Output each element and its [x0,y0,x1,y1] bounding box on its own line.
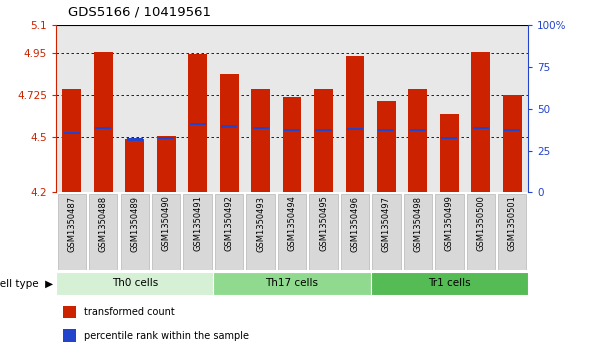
Bar [408,89,427,192]
Bar [346,56,365,192]
Bar [251,89,270,192]
Text: GDS5166 / 10419561: GDS5166 / 10419561 [68,5,211,18]
Text: percentile rank within the sample: percentile rank within the sample [84,331,249,341]
Bar [157,136,176,192]
FancyBboxPatch shape [498,194,526,270]
Bar [410,129,426,131]
FancyBboxPatch shape [56,272,214,295]
FancyBboxPatch shape [89,194,117,270]
Bar [219,74,238,192]
Bar [94,52,113,192]
Bar [188,54,207,192]
Bar [377,101,396,192]
FancyBboxPatch shape [214,272,371,295]
Bar [189,123,206,125]
FancyBboxPatch shape [247,194,275,270]
Bar [63,329,76,342]
FancyBboxPatch shape [341,194,369,270]
Bar [95,127,112,130]
Text: GSM1350489: GSM1350489 [130,196,139,252]
FancyBboxPatch shape [309,194,337,270]
Text: Th0 cells: Th0 cells [112,278,158,288]
FancyBboxPatch shape [152,194,181,270]
FancyBboxPatch shape [435,194,464,270]
Text: cell type  ▶: cell type ▶ [0,278,53,289]
Text: GSM1350491: GSM1350491 [193,196,202,252]
FancyBboxPatch shape [371,272,528,295]
FancyBboxPatch shape [58,194,86,270]
Bar [473,127,489,130]
Bar [314,89,333,192]
Text: GSM1350501: GSM1350501 [508,196,517,252]
Bar [283,97,301,192]
Text: Th17 cells: Th17 cells [266,278,319,288]
FancyBboxPatch shape [372,194,401,270]
Bar [253,127,268,130]
FancyBboxPatch shape [120,194,149,270]
Bar [125,139,144,192]
Text: Tr1 cells: Tr1 cells [428,278,471,288]
Text: GSM1350487: GSM1350487 [67,196,76,252]
FancyBboxPatch shape [467,194,495,270]
FancyBboxPatch shape [215,194,243,270]
Bar [441,136,457,139]
FancyBboxPatch shape [404,194,432,270]
Text: GSM1350493: GSM1350493 [256,196,265,252]
Text: GSM1350500: GSM1350500 [476,196,486,252]
Bar [284,129,300,131]
Bar [440,114,459,192]
Text: GSM1350496: GSM1350496 [350,196,359,252]
Text: GSM1350490: GSM1350490 [162,196,171,252]
Bar [127,138,143,140]
Bar [504,129,520,131]
FancyBboxPatch shape [183,194,212,270]
Bar [347,128,363,130]
Bar [316,129,332,131]
Bar [64,132,80,134]
Text: GSM1350488: GSM1350488 [99,196,108,252]
Text: GSM1350495: GSM1350495 [319,196,328,252]
Bar [378,129,395,131]
Text: transformed count: transformed count [84,307,175,317]
Text: GSM1350499: GSM1350499 [445,196,454,252]
Text: GSM1350492: GSM1350492 [225,196,234,252]
Bar [63,89,81,192]
FancyBboxPatch shape [278,194,306,270]
Bar [158,136,174,139]
Bar [503,95,522,192]
Text: GSM1350498: GSM1350498 [414,196,422,252]
Text: GSM1350494: GSM1350494 [287,196,297,252]
Bar [471,52,490,192]
Bar [63,306,76,318]
Bar [221,125,237,128]
Text: GSM1350497: GSM1350497 [382,196,391,252]
